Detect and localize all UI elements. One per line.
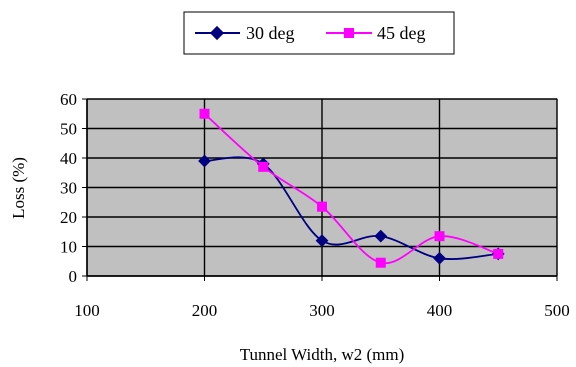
legend-marker-45-deg [344,28,354,38]
x-tick-label: 300 [309,301,335,320]
x-tick-label: 500 [544,301,570,320]
data-point-45-deg [434,231,445,242]
y-tick-label: 20 [60,208,77,227]
data-point-30-deg [374,229,388,243]
x-tick-label: 200 [192,301,218,320]
legend-entry-45-deg: 45 deg [326,23,426,43]
x-tick-label: 400 [427,301,453,320]
data-point-45-deg [375,257,386,268]
y-axis-ticks: 0 10 20 30 40 50 60 [60,90,87,286]
y-tick-label: 10 [60,238,77,257]
x-tick-label: 100 [74,301,100,320]
series-layer [198,108,505,268]
data-point-45-deg [317,201,327,212]
data-point-45-deg [258,161,269,172]
legend: 30 deg 45 deg [183,11,455,55]
y-tick-label: 50 [60,120,77,139]
data-point-45-deg [493,248,504,259]
y-tick-label: 60 [60,90,77,109]
data-point-45-deg [199,108,210,119]
x-axis-ticks: 100 200 300 400 500 [74,276,570,320]
legend-label-45-deg: 45 deg [377,23,426,43]
data-point-30-deg [315,234,329,247]
x-axis-title: Tunnel Width, w2 (mm) [240,345,405,364]
legend-label-30-deg: 30 deg [246,23,295,43]
y-tick-label: 30 [60,179,77,198]
y-axis-title: Loss (%) [9,157,28,219]
y-tick-label: 0 [69,267,78,286]
y-tick-label: 40 [60,149,77,168]
data-point-30-deg [198,154,211,168]
